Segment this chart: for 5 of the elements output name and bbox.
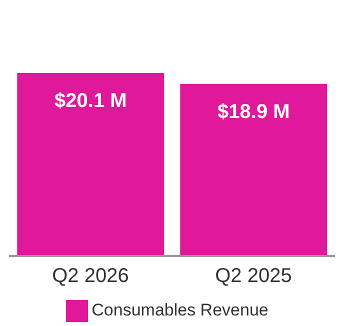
- x-tick-label: Q2 2025: [215, 265, 292, 288]
- legend-label: Consumables Revenue: [92, 300, 268, 320]
- x-tick-label: Q2 2026: [52, 265, 129, 288]
- data-label: $20.1 M: [54, 90, 127, 112]
- data-label: $18.9 M: [218, 100, 290, 123]
